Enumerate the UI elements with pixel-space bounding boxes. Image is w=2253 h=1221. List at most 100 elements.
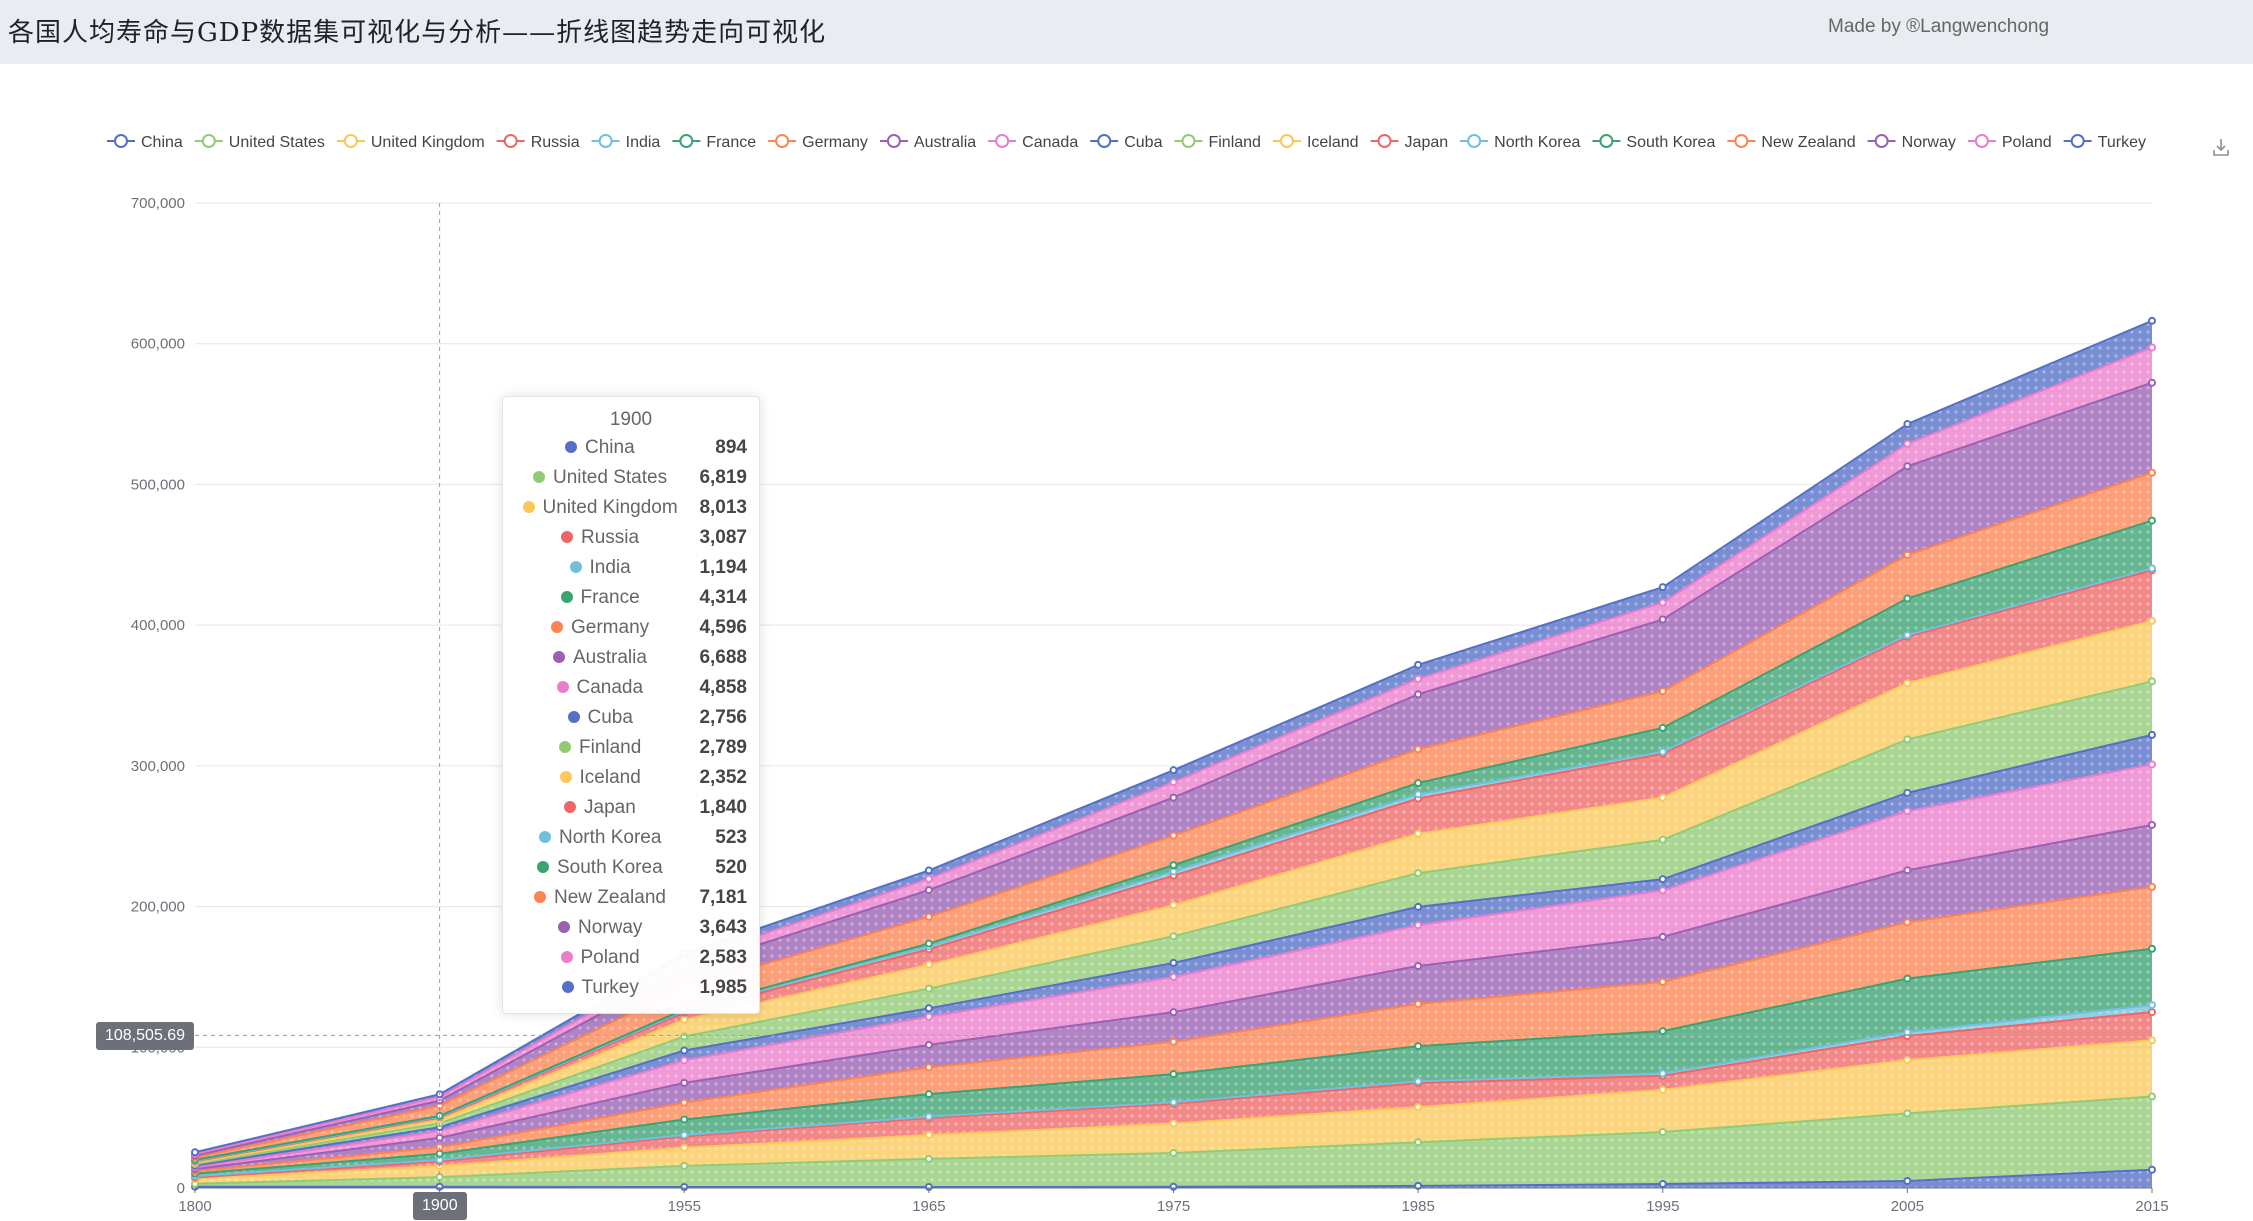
x-tick-label: 2015 [2135, 1198, 2168, 1215]
legend-item-new-zealand[interactable]: New Zealand [1727, 134, 1856, 151]
data-point [924, 1112, 933, 1121]
area-pattern [195, 347, 2152, 1156]
tooltip-row: Canada 4,858 [503, 673, 759, 703]
legend-item-north-korea[interactable]: North Korea [1460, 134, 1581, 151]
data-point [1658, 747, 1667, 756]
data-point [924, 912, 933, 921]
legend-item-south-korea[interactable]: South Korea [1592, 134, 1715, 151]
x-tick-label: 1995 [1646, 1198, 1679, 1215]
data-point [1658, 793, 1667, 802]
tooltip-series-name: Russia [581, 527, 640, 548]
data-point [924, 1012, 933, 1021]
data-point [1903, 462, 1912, 471]
data-point [1414, 1042, 1423, 1051]
tooltip-value: 6,819 [699, 467, 747, 488]
series-area-norway [195, 382, 2152, 1158]
y-tick-label: 200,000 [131, 899, 185, 916]
y-tick-label: 600,000 [131, 336, 185, 353]
data-point [1414, 902, 1423, 911]
data-point [1414, 690, 1423, 699]
tooltip-color-dot [564, 801, 576, 813]
data-point [1903, 788, 1912, 797]
tooltip-color-dot [553, 651, 565, 663]
legend-label: Norway [1902, 134, 1956, 151]
area-pattern [195, 1096, 2152, 1188]
legend-item-iceland[interactable]: Iceland [1272, 134, 1359, 151]
legend-item-norway[interactable]: Norway [1867, 134, 1956, 151]
tooltip-rows: China 894 United States 6,819 United Kingdom… [503, 433, 759, 1003]
tooltip-row: Norway 3,643 [503, 913, 759, 943]
legend-item-poland[interactable]: Poland [1967, 134, 2052, 151]
legend-item-united-states[interactable]: United States [194, 134, 325, 151]
data-point [1414, 790, 1423, 799]
y-tick-label: 400,000 [131, 617, 185, 634]
data-point [924, 984, 933, 993]
data-point [1414, 999, 1423, 1008]
x-tick-label: 2005 [1891, 1198, 1924, 1215]
legend-label: India [626, 134, 661, 151]
data-point [2148, 760, 2156, 769]
y-tick-label: 0 [177, 1180, 185, 1197]
legend-item-finland[interactable]: Finland [1174, 134, 1261, 151]
data-point [1658, 1180, 1667, 1189]
legend-item-cuba[interactable]: Cuba [1090, 134, 1163, 151]
y-axis-pointer-label: 108,505.69 [96, 1022, 195, 1050]
tooltip-row: Japan 1,840 [503, 793, 759, 823]
tooltip-series-name: Norway [578, 917, 643, 938]
tooltip-row: Germany 4,596 [503, 613, 759, 643]
tooltip-row: Turkey 1,985 [503, 973, 759, 1003]
legend-item-turkey[interactable]: Turkey [2063, 134, 2146, 151]
area-pattern [195, 764, 2152, 1170]
data-point [1658, 1085, 1667, 1094]
tooltip-series-name: Australia [573, 647, 647, 668]
legend-symbol [1874, 134, 1889, 148]
tooltip-color-dot [551, 621, 563, 633]
tooltip-value: 1,840 [699, 797, 747, 818]
tooltip-series-name: Iceland [579, 767, 641, 788]
tooltip-series-name: Poland [580, 947, 640, 968]
data-point [1903, 550, 1912, 559]
data-point [2148, 616, 2156, 625]
legend-item-united-kingdom[interactable]: United Kingdom [336, 134, 485, 151]
legend-item-india[interactable]: India [591, 134, 661, 151]
legend-symbol [1181, 134, 1196, 148]
download-icon[interactable] [2210, 136, 2232, 158]
legend-symbol [1377, 134, 1392, 148]
tooltip-series-name: Cuba [587, 707, 633, 728]
data-point [924, 886, 933, 895]
data-point [1414, 921, 1423, 930]
data-point [2148, 516, 2156, 525]
legend-item-germany[interactable]: Germany [768, 134, 868, 151]
legend-item-china[interactable]: China [106, 134, 183, 151]
series-area-finland [195, 681, 2152, 1166]
legend-item-russia[interactable]: Russia [496, 134, 580, 151]
data-point [1414, 1103, 1423, 1112]
data-point [1658, 687, 1667, 696]
legend-symbol [598, 134, 613, 148]
data-point [1414, 1138, 1423, 1147]
tooltip-value: 1,985 [699, 977, 747, 998]
data-point [1169, 901, 1178, 910]
legend-symbol [201, 134, 216, 148]
legend-item-japan[interactable]: Japan [1370, 134, 1449, 151]
data-point [680, 1015, 689, 1024]
legend-symbol [1974, 134, 1989, 148]
legend-symbol [1097, 134, 1112, 148]
legend-item-canada[interactable]: Canada [988, 134, 1078, 151]
legend-label: Cuba [1124, 134, 1162, 151]
legend-item-australia[interactable]: Australia [879, 134, 976, 151]
data-point [2148, 882, 2156, 891]
data-point [1169, 1119, 1178, 1128]
data-point [924, 874, 933, 883]
legend-item-france[interactable]: France [672, 134, 756, 151]
legend-label: Australia [914, 134, 976, 151]
data-point [1169, 831, 1178, 840]
legend-label: Japan [1405, 134, 1449, 151]
data-point [2148, 1001, 2156, 1010]
tooltip-color-dot [556, 681, 569, 693]
data-point [1658, 977, 1667, 986]
data-point [1903, 420, 1912, 429]
legend-symbol [679, 134, 694, 148]
data-point [2148, 1092, 2156, 1101]
